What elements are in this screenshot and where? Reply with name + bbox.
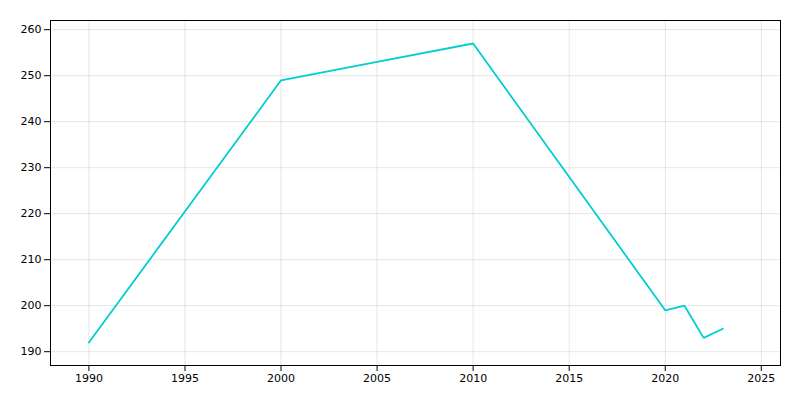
svg-text:2000: 2000 — [267, 372, 295, 385]
svg-text:230: 230 — [21, 161, 42, 174]
svg-text:240: 240 — [21, 115, 42, 128]
svg-text:2010: 2010 — [459, 372, 487, 385]
svg-text:260: 260 — [21, 23, 42, 36]
svg-text:2020: 2020 — [651, 372, 679, 385]
svg-text:1995: 1995 — [171, 372, 199, 385]
svg-text:190: 190 — [21, 345, 42, 358]
svg-text:1990: 1990 — [75, 372, 103, 385]
svg-text:2015: 2015 — [555, 372, 583, 385]
svg-text:200: 200 — [21, 299, 42, 312]
svg-text:210: 210 — [21, 253, 42, 266]
svg-text:250: 250 — [21, 69, 42, 82]
svg-text:220: 220 — [21, 207, 42, 220]
svg-text:2025: 2025 — [747, 372, 775, 385]
svg-text:2005: 2005 — [363, 372, 391, 385]
